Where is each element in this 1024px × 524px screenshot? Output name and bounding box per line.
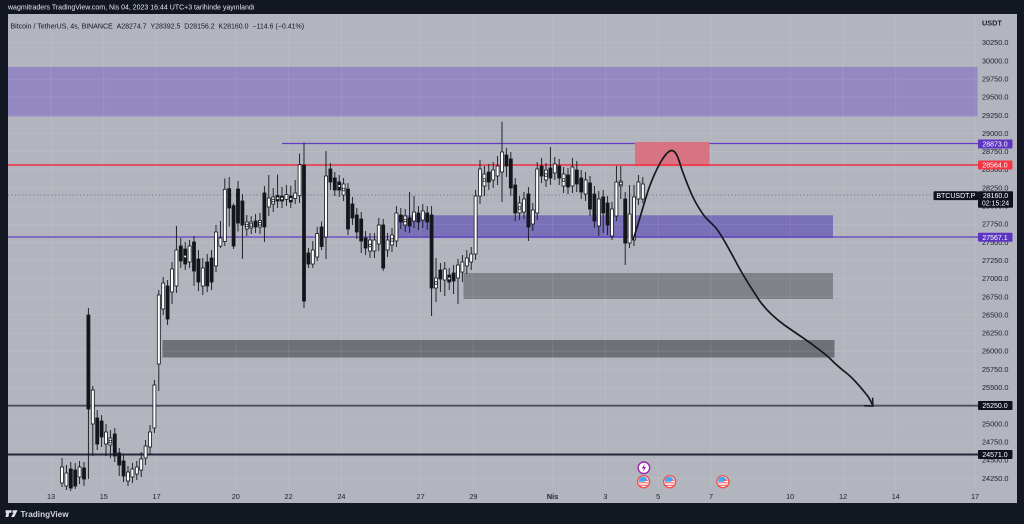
svg-text:30000.0: 30000.0 xyxy=(982,56,1008,65)
svg-text:25250.0: 25250.0 xyxy=(982,403,1007,410)
svg-text:14: 14 xyxy=(892,492,900,501)
svg-text:27500.0: 27500.0 xyxy=(982,238,1008,247)
svg-text:10: 10 xyxy=(786,492,794,501)
svg-text:7: 7 xyxy=(709,492,713,501)
svg-text:25750.0: 25750.0 xyxy=(982,365,1008,374)
svg-text:Bitcoin / TetherUS, 4s, BINANC: Bitcoin / TetherUS, 4s, BINANCE A28274.7… xyxy=(11,24,305,31)
svg-text:27750.0: 27750.0 xyxy=(982,220,1008,229)
svg-text:17: 17 xyxy=(971,492,979,501)
svg-text:29: 29 xyxy=(469,492,477,501)
svg-text:25000.0: 25000.0 xyxy=(982,419,1008,428)
svg-text:13: 13 xyxy=(47,492,55,501)
svg-text:26000.0: 26000.0 xyxy=(982,347,1008,356)
svg-text:wagmitraders TradingView.com,: wagmitraders TradingView.com, Nis 04, 20… xyxy=(7,5,255,12)
svg-text:28250.0: 28250.0 xyxy=(982,183,1008,192)
svg-text:24571.0: 24571.0 xyxy=(982,452,1007,459)
svg-text:27250.0: 27250.0 xyxy=(982,256,1008,265)
svg-text:27000.0: 27000.0 xyxy=(982,274,1008,283)
svg-text:25500.0: 25500.0 xyxy=(982,383,1008,392)
svg-text:5: 5 xyxy=(656,492,660,501)
svg-text:24250.0: 24250.0 xyxy=(982,474,1008,483)
svg-text:28500.0: 28500.0 xyxy=(982,165,1008,174)
svg-text:27567.1: 27567.1 xyxy=(982,235,1007,242)
svg-text:28564.0: 28564.0 xyxy=(982,163,1007,170)
svg-text:Nis: Nis xyxy=(547,492,558,501)
svg-text:27: 27 xyxy=(417,492,425,501)
svg-text:12: 12 xyxy=(839,492,847,501)
svg-text:20: 20 xyxy=(232,492,240,501)
svg-text:22: 22 xyxy=(285,492,293,501)
svg-text:24500.0: 24500.0 xyxy=(982,456,1008,465)
svg-text:28873.0: 28873.0 xyxy=(982,142,1007,149)
svg-text:29500.0: 29500.0 xyxy=(982,93,1008,102)
svg-text:28750.0: 28750.0 xyxy=(982,147,1008,156)
svg-text:29250.0: 29250.0 xyxy=(982,111,1008,120)
svg-text:USDT: USDT xyxy=(982,19,1002,28)
svg-text:BTCUSDT.P: BTCUSDT.P xyxy=(936,193,975,200)
svg-text:15: 15 xyxy=(100,492,108,501)
svg-text:3: 3 xyxy=(603,492,607,501)
svg-text:26750.0: 26750.0 xyxy=(982,292,1008,301)
svg-text:30250.0: 30250.0 xyxy=(982,38,1008,47)
svg-text:26500.0: 26500.0 xyxy=(982,310,1008,319)
svg-text:24750.0: 24750.0 xyxy=(982,438,1008,447)
svg-text:29000.0: 29000.0 xyxy=(982,129,1008,138)
svg-text:17: 17 xyxy=(153,492,161,501)
svg-text:29750.0: 29750.0 xyxy=(982,75,1008,84)
svg-text:02:15:24: 02:15:24 xyxy=(982,201,1009,208)
svg-text:28160.0: 28160.0 xyxy=(983,193,1008,200)
svg-text:24: 24 xyxy=(337,492,345,501)
svg-text:26250.0: 26250.0 xyxy=(982,329,1008,338)
svg-text:TradingView: TradingView xyxy=(21,510,70,519)
